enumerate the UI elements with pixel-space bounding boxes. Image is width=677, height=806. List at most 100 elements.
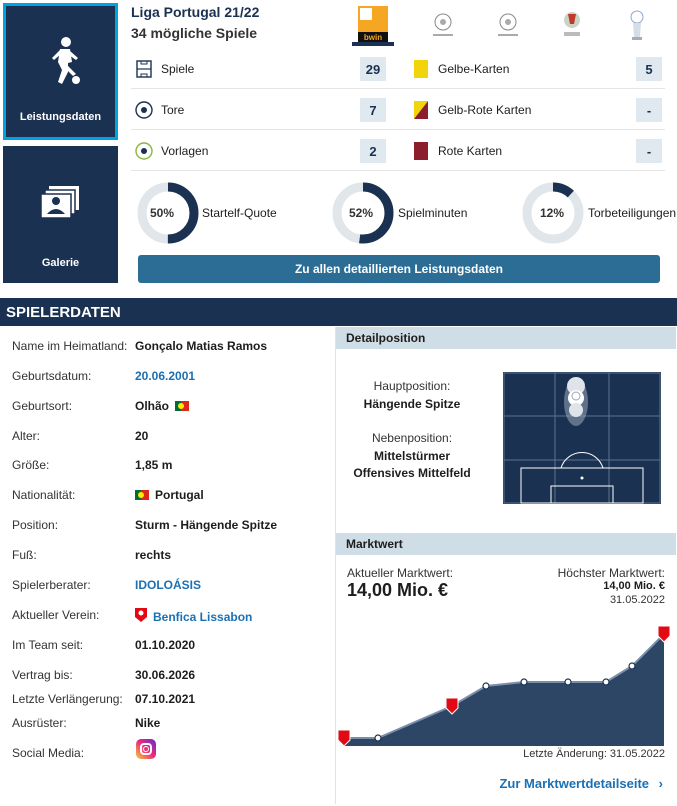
player-data-text: 1,85 m [135, 458, 173, 472]
svg-text:bwin: bwin [364, 33, 382, 42]
league-title[interactable]: Liga Portugal 21/22 [131, 4, 260, 20]
player-data-value: rechts [135, 548, 171, 562]
portugal-flag-icon [135, 490, 149, 500]
stat-assists-label: Vorlagen [161, 144, 209, 158]
last-change: Letzte Änderung: 31.05.2022 [523, 748, 665, 760]
player-data-label: Name im Heimatland: [12, 339, 128, 353]
chevron-right-icon: › [658, 776, 663, 791]
player-data-text[interactable]: Benfica Lissabon [153, 609, 253, 624]
player-data-value: Gonçalo Matias Ramos [135, 339, 267, 353]
highest-market-value: 14,00 Mio. € [603, 580, 665, 592]
player-data-value: Portugal [135, 488, 204, 502]
stat-assists-value: 2 [360, 139, 386, 163]
player-data-label: Letzte Verlängerung: [12, 692, 123, 706]
stat-goals-value: 7 [360, 98, 386, 122]
champions-league-icon [498, 13, 518, 36]
player-data-label: Alter: [12, 429, 41, 443]
stat-red-cards-value: - [636, 139, 662, 163]
stat-assists[interactable]: Vorlagen [135, 138, 208, 164]
player-data-text: Gonçalo Matias Ramos [135, 339, 268, 353]
player-data-value: Nike [135, 716, 160, 730]
player-data-label: Position: [12, 518, 59, 532]
ball-icon [135, 101, 153, 119]
donut-starting-eleven [137, 182, 199, 244]
yellow-red-card-icon [414, 101, 428, 119]
stat-yellow-red-cards-value: - [636, 98, 662, 122]
donut-minutes-label: Spielminuten [398, 206, 468, 220]
market-value-header: Marktwert [336, 533, 676, 555]
player-data-value[interactable]: IDOLOÁSIS [135, 578, 201, 592]
divider [131, 88, 665, 89]
highest-market-value-date: 31.05.2022 [609, 594, 665, 606]
competition-champions-league-1[interactable] [422, 6, 464, 46]
player-data-value[interactable]: Benfica Lissabon [135, 608, 252, 625]
player-data-text: Sturm - Hängende Spitze [135, 518, 278, 532]
benfica-crest-marker[interactable] [337, 625, 671, 746]
tile-performance-label: Leistungsdaten [19, 111, 102, 123]
player-data-label: Größe: [12, 458, 50, 472]
stat-goals[interactable]: Tore [135, 97, 184, 123]
donut-goal-involvement-percent: 12% [540, 206, 565, 220]
stat-goals-label: Tore [161, 103, 185, 117]
market-value-detail-link[interactable]: Zur Marktwertdetailseite › [499, 776, 663, 791]
tile-gallery-label: Galerie [41, 257, 80, 269]
tile-performance[interactable]: Leistungsdaten [3, 3, 118, 140]
stat-yellow-cards[interactable]: Gelbe-Karten [412, 56, 509, 82]
player-data-text[interactable]: IDOLOÁSIS [135, 578, 202, 592]
player-data-value[interactable]: 20.06.2001 [135, 369, 195, 383]
player-data-value: 20 [135, 429, 148, 443]
player-data-label: Vertrag bis: [12, 668, 73, 682]
player-data-label: Im Team seit: [12, 638, 84, 652]
competition-allianz-cup[interactable] [616, 6, 658, 46]
side-position-2: Offensives Mittelfeld [353, 466, 471, 480]
player-data-text: 07.10.2021 [135, 692, 196, 706]
player-data-text: Olhão [135, 399, 170, 413]
tile-gallery[interactable]: Galerie [3, 146, 118, 283]
donut-goal-involvement [522, 182, 584, 244]
player-data-value: Olhão [135, 399, 189, 413]
player-data-label: Spielerberater: [12, 578, 91, 592]
benfica-crest-icon [135, 608, 147, 625]
donut-starting-eleven-percent: 50% [150, 206, 175, 220]
player-data-text: Portugal [155, 488, 204, 502]
stat-games-value: 29 [360, 57, 386, 81]
player-data-value: 1,85 m [135, 458, 172, 472]
side-position-1: Mittelstürmer [373, 449, 450, 463]
player-data-label: Aktueller Verein: [12, 608, 100, 622]
player-data-text[interactable]: 20.06.2001 [135, 369, 196, 383]
competition-champions-league-2[interactable] [487, 6, 529, 46]
taca-portugal-icon [564, 12, 580, 36]
instagram-icon[interactable] [136, 739, 156, 759]
highest-market-value-label: Höchster Marktwert: [557, 566, 665, 580]
all-performance-data-button[interactable]: Zu allen detaillierten Leistungsdaten [138, 255, 660, 283]
stat-games-label: Spiele [161, 62, 195, 76]
possible-games: 34 mögliche Spiele [131, 25, 258, 41]
position-pitch [503, 372, 661, 504]
player-data-text: 30.06.2026 [135, 668, 196, 682]
gallery-icon [41, 186, 79, 219]
player-data-value: 30.06.2026 [135, 668, 195, 682]
player-data-label: Social Media: [12, 746, 85, 760]
donut-minutes-percent: 52% [349, 206, 374, 220]
stat-yellow-red-cards-label: Gelb-Rote Karten [438, 103, 532, 117]
detail-position-header: Detailposition [336, 327, 676, 349]
player-data-label: Ausrüster: [12, 716, 67, 730]
player-data-text: 20 [135, 429, 149, 443]
pitch-icon [136, 60, 152, 78]
donut-minutes [332, 182, 394, 244]
player-data-text: rechts [135, 548, 172, 562]
market-value-detail-link-text: Zur Marktwertdetailseite [499, 776, 650, 791]
champions-league-icon [433, 13, 453, 36]
allianz-cup-icon [630, 10, 644, 40]
stat-red-cards-label: Rote Karten [438, 144, 503, 158]
player-data-value: Sturm - Hängende Spitze [135, 518, 277, 532]
stat-games[interactable]: Spiele [135, 56, 194, 82]
stat-yellow-red-cards[interactable]: Gelb-Rote Karten [412, 97, 531, 123]
main-position-label: Hauptposition: [373, 379, 451, 393]
competition-taca-portugal[interactable] [551, 6, 593, 46]
market-value-chart [337, 625, 671, 746]
stat-red-cards[interactable]: Rote Karten [412, 138, 502, 164]
player-kicking-icon [52, 37, 80, 84]
main-position-value: Hängende Spitze [363, 397, 461, 411]
competition-liga-portugal[interactable]: bwin [352, 6, 394, 46]
